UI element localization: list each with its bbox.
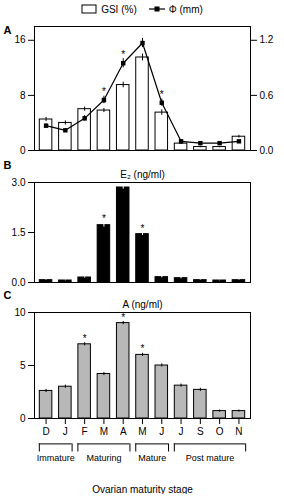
svg-text:J: J	[179, 426, 184, 437]
html-text:GSI (%): GSI (%)	[101, 3, 137, 15]
svg-text:M: M	[100, 426, 108, 437]
svg-text:*: *	[121, 312, 125, 323]
svg-text:0: 0	[20, 413, 26, 424]
svg-text:O: O	[216, 426, 224, 437]
svg-text:1.5: 1.5	[12, 227, 26, 238]
svg-text:*: *	[102, 213, 106, 224]
svg-text:0.0: 0.0	[260, 145, 274, 156]
svg-text:B: B	[4, 159, 12, 171]
svg-text:A (ng/ml): A (ng/ml)	[122, 299, 162, 310]
svg-text:0.0: 0.0	[12, 277, 26, 288]
svg-text:A: A	[120, 426, 127, 437]
svg-text:A: A	[4, 24, 12, 36]
svg-text:F: F	[82, 426, 88, 437]
svg-text:0: 0	[20, 145, 26, 156]
svg-text:*: *	[83, 333, 87, 344]
svg-text:Maturing: Maturing	[86, 453, 121, 463]
svg-text:*: *	[160, 89, 164, 100]
svg-text:Post mature: Post mature	[186, 453, 235, 463]
svg-text:S: S	[197, 426, 204, 437]
html-text:Φ (mm): Φ (mm)	[168, 3, 203, 15]
svg-text:16: 16	[14, 34, 26, 45]
svg-text:Immature: Immature	[37, 453, 75, 463]
svg-text:D: D	[42, 426, 49, 437]
svg-text:*: *	[102, 98, 106, 109]
svg-text:3.0: 3.0	[12, 177, 26, 188]
svg-text:Ovarian maturity stage: Ovarian maturity stage	[92, 484, 193, 495]
svg-text:*: *	[102, 86, 106, 97]
svg-text:J: J	[159, 426, 164, 437]
svg-text:0.6: 0.6	[260, 90, 274, 101]
svg-text:C: C	[4, 289, 12, 301]
svg-text:J: J	[63, 426, 68, 437]
svg-text:*: *	[121, 49, 125, 60]
svg-text:10: 10	[14, 307, 26, 318]
svg-text:Mature: Mature	[138, 453, 166, 463]
svg-text:*: *	[141, 343, 145, 354]
svg-text:M: M	[138, 426, 146, 437]
svg-text:1.2: 1.2	[260, 34, 274, 45]
svg-text:8: 8	[20, 90, 26, 101]
svg-text:E₂ (ng/ml): E₂ (ng/ml)	[120, 169, 164, 180]
svg-text:*: *	[141, 223, 145, 234]
svg-text:N: N	[235, 426, 242, 437]
svg-text:5: 5	[20, 360, 26, 371]
